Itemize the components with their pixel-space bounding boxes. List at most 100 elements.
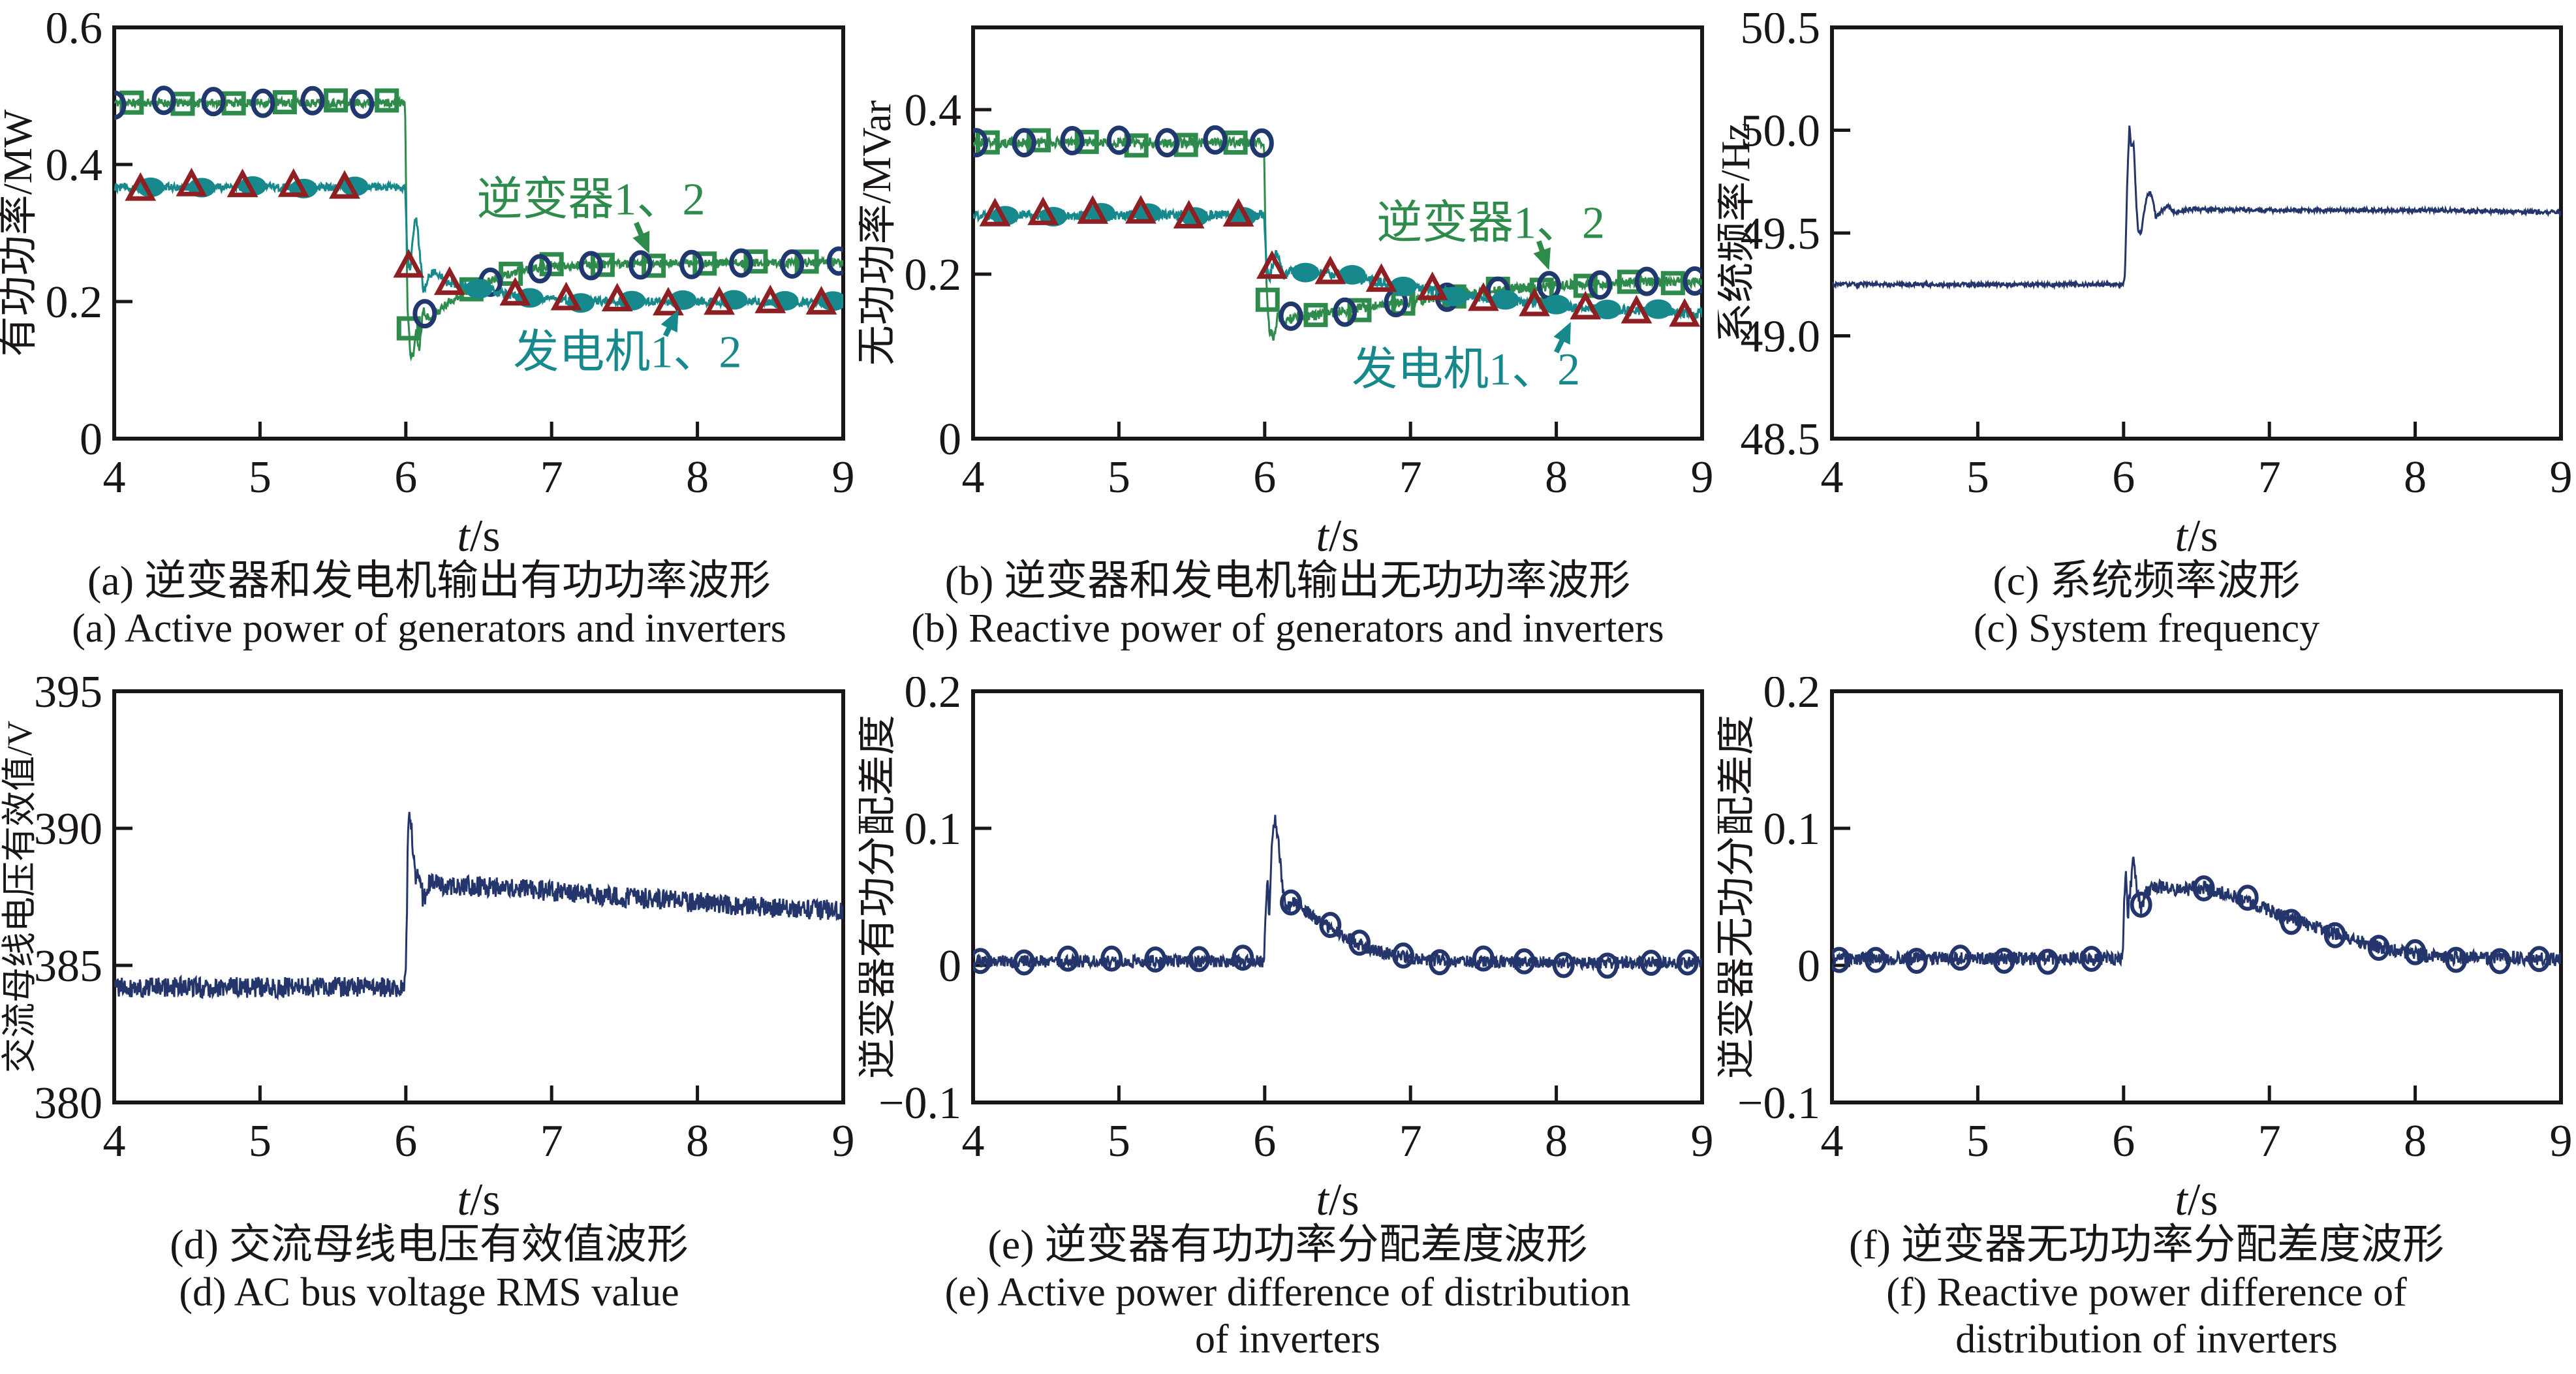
chart-active-power: 4 5 6 7 8 9 0 0.2 0.4 0.6 t/s 有功功率/MW 逆变器1、2 发电机1、2	[0, 13, 855, 555]
svg-text:0.6: 0.6	[46, 13, 103, 54]
svg-text:0: 0	[939, 414, 961, 465]
svg-text:49.0: 49.0	[1740, 312, 1820, 362]
svg-text:0.2: 0.2	[904, 250, 961, 300]
svg-text:4: 4	[961, 1116, 984, 1166]
svg-text:50.0: 50.0	[1740, 106, 1820, 157]
svg-text:8: 8	[686, 1116, 709, 1166]
svg-text:7: 7	[540, 452, 563, 503]
caption-zh-e: (e) 逆变器有功功率分配差度波形	[987, 1221, 1588, 1268]
svg-text:0.2: 0.2	[1763, 677, 1820, 717]
svg-text:6: 6	[1253, 1116, 1276, 1166]
svg-text:4: 4	[961, 452, 984, 503]
panel-active-power-difference: 4 5 6 7 8 9 −0.1 0 0.1 0.2 t/s 逆变器有功分配差度 (e) 逆变器有功功…	[859, 677, 1714, 1363]
svg-text:7: 7	[1399, 452, 1421, 503]
svg-text:t/s: t/s	[1316, 511, 1359, 555]
svg-text:5: 5	[249, 452, 272, 503]
svg-text:5: 5	[1966, 452, 1989, 503]
svg-text:7: 7	[1399, 1116, 1421, 1166]
svg-text:系统频率/Hz: 系统频率/Hz	[1718, 123, 1758, 343]
svg-text:0.4: 0.4	[46, 140, 103, 191]
caption-zh-c: (c) 系统频率波形	[1993, 557, 2301, 604]
svg-text:7: 7	[2258, 452, 2280, 503]
caption-en-e: (e) Active power difference of distribut…	[944, 1270, 1631, 1315]
svg-text:0: 0	[80, 414, 102, 465]
svg-text:5: 5	[1107, 1116, 1130, 1166]
svg-text:5: 5	[249, 1116, 272, 1166]
svg-text:无功功率/MVar: 无功功率/MVar	[859, 100, 899, 366]
svg-text:6: 6	[1253, 452, 1276, 503]
svg-text:−0.1: −0.1	[1737, 1078, 1820, 1129]
svg-text:8: 8	[2404, 452, 2427, 503]
svg-text:发电机1、2: 发电机1、2	[1352, 345, 1580, 395]
svg-text:9: 9	[832, 452, 855, 503]
panel-reactive-power-difference: 4 5 6 7 8 9 −0.1 0 0.1 0.2 t/s 逆变器无功分配差度 (f) 逆变器无功功…	[1718, 677, 2573, 1363]
caption-zh-d: (d) 交流母线电压有效值波形	[170, 1221, 689, 1268]
svg-text:4: 4	[1820, 1116, 1843, 1166]
svg-text:0.1: 0.1	[1763, 804, 1820, 854]
svg-text:49.5: 49.5	[1740, 209, 1820, 259]
caption-en-f: (f) Reactive power difference of	[1886, 1270, 2407, 1315]
svg-text:t/s: t/s	[2175, 1175, 2218, 1219]
svg-text:6: 6	[2112, 1116, 2135, 1166]
caption-zh-a: (a) 逆变器和发电机输出有功功率波形	[87, 557, 771, 604]
caption-en2-f: distribution of inverters	[1955, 1317, 2338, 1362]
svg-text:390: 390	[34, 804, 102, 854]
caption-en-a: (a) Active power of generators and inver…	[72, 606, 786, 651]
svg-text:9: 9	[832, 1116, 855, 1166]
chart-reactive-power-difference: 4 5 6 7 8 9 −0.1 0 0.1 0.2 t/s 逆变器无功分配差度	[1718, 677, 2573, 1219]
chart-active-power-difference: 4 5 6 7 8 9 −0.1 0 0.1 0.2 t/s 逆变器有功分配差度	[859, 677, 1714, 1219]
caption-en-c: (c) System frequency	[1973, 606, 2320, 651]
svg-text:9: 9	[1690, 452, 1713, 503]
chart-system-frequency: 4 5 6 7 8 9 48.5 49.0 49.5 50.0 50.5 t/s 系统频率/Hz	[1718, 13, 2573, 555]
svg-text:6: 6	[2112, 452, 2135, 503]
svg-text:t/s: t/s	[457, 1175, 500, 1219]
caption-en2-e: of inverters	[1194, 1317, 1381, 1362]
svg-text:48.5: 48.5	[1740, 414, 1820, 465]
svg-text:5: 5	[1107, 452, 1130, 503]
svg-text:t/s: t/s	[1316, 1175, 1359, 1219]
svg-text:0: 0	[1797, 941, 1820, 991]
svg-text:0.2: 0.2	[46, 277, 103, 328]
svg-text:8: 8	[1545, 452, 1568, 503]
svg-text:385: 385	[34, 941, 102, 991]
svg-text:t/s: t/s	[2175, 511, 2218, 555]
svg-text:0.2: 0.2	[904, 677, 961, 717]
caption-zh-b: (b) 逆变器和发电机输出无功功率波形	[944, 557, 1631, 604]
svg-text:−0.1: −0.1	[878, 1078, 961, 1129]
svg-text:4: 4	[103, 1116, 126, 1166]
svg-text:逆变器1、2: 逆变器1、2	[1376, 198, 1605, 249]
svg-text:逆变器无功分配差度: 逆变器无功分配差度	[1718, 715, 1758, 1079]
caption-zh-f: (f) 逆变器无功功率分配差度波形	[1849, 1221, 2444, 1268]
svg-text:8: 8	[2404, 1116, 2427, 1166]
chart-ac-bus-voltage: 4 5 6 7 8 9 380 385 390 395 t/s 交流母线电压有效值/V	[0, 677, 855, 1219]
svg-text:4: 4	[1820, 452, 1843, 503]
caption-en-b: (b) Reactive power of generators and inv…	[911, 606, 1664, 651]
svg-text:50.5: 50.5	[1740, 13, 1820, 54]
svg-text:6: 6	[394, 1116, 417, 1166]
svg-text:395: 395	[34, 677, 102, 717]
svg-text:6: 6	[394, 452, 417, 503]
svg-text:4: 4	[103, 452, 126, 503]
svg-text:7: 7	[540, 1116, 563, 1166]
panel-active-power: 4 5 6 7 8 9 0 0.2 0.4 0.6 t/s 有功功率/MW 逆变器1、2 发电机1、2 (…	[0, 13, 855, 652]
svg-text:8: 8	[1545, 1116, 1568, 1166]
svg-text:0: 0	[939, 941, 961, 991]
svg-text:t/s: t/s	[457, 511, 500, 555]
svg-text:0.1: 0.1	[904, 804, 961, 854]
svg-text:7: 7	[2258, 1116, 2280, 1166]
panel-ac-bus-voltage: 4 5 6 7 8 9 380 385 390 395 t/s 交流母线电压有效值/V (d) 交流母…	[0, 677, 855, 1363]
panel-reactive-power: 4 5 6 7 8 9 0 0.2 0.4 t/s 无功功率/MVar 逆变器1、2 发电机1、2 (b…	[859, 13, 1713, 652]
svg-text:5: 5	[1966, 1116, 1989, 1166]
svg-text:9: 9	[2549, 1116, 2572, 1166]
svg-text:0.4: 0.4	[904, 86, 961, 136]
svg-text:逆变器1、2: 逆变器1、2	[477, 175, 706, 225]
caption-en-d: (d) AC bus voltage RMS value	[179, 1270, 679, 1315]
svg-text:有功功率/MW: 有功功率/MW	[0, 109, 40, 356]
svg-text:逆变器有功分配差度: 逆变器有功分配差度	[859, 715, 899, 1079]
svg-text:8: 8	[686, 452, 709, 503]
svg-text:交流母线电压有效值/V: 交流母线电压有效值/V	[0, 721, 39, 1073]
svg-text:9: 9	[2549, 452, 2572, 503]
panel-system-frequency: 4 5 6 7 8 9 48.5 49.0 49.5 50.0 50.5 t/s 系统频率/Hz (c)…	[1718, 13, 2573, 652]
svg-text:380: 380	[34, 1078, 102, 1129]
